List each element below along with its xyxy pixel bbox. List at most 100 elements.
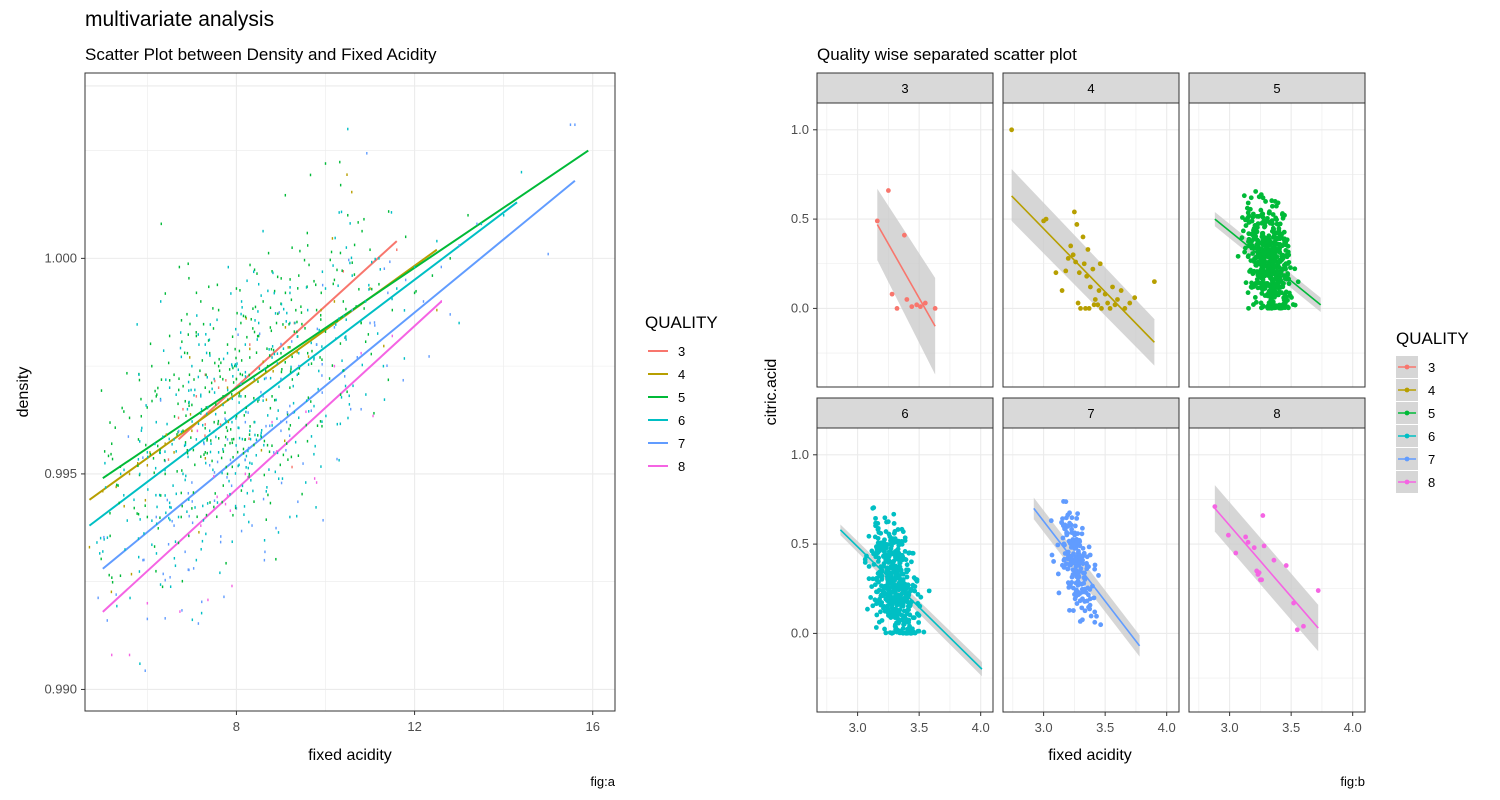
data-point-q7 [476,222,478,226]
data-point-q3 [291,465,293,469]
data-point [1270,212,1276,217]
data-point-q5 [184,399,186,403]
data-point [1077,581,1083,587]
data-point [904,297,910,302]
data-point-q5 [137,438,140,441]
data-point-q6 [379,268,381,271]
data-point [1256,280,1262,286]
data-point-q6 [237,464,239,468]
data-point-q6 [185,474,187,478]
data-point-q6 [179,346,182,350]
data-point-q5 [183,351,186,355]
data-point-q6 [155,493,157,497]
data-point [883,545,889,550]
data-point-q5 [118,501,120,505]
data-point-q6 [154,466,157,470]
data-point [906,617,912,623]
data-point-q6 [151,519,153,522]
data-point [1080,234,1086,240]
data-point-q5 [159,516,161,520]
data-point-q6 [341,359,343,363]
data-point-q5 [206,439,208,442]
data-point [1092,566,1098,572]
data-point-q4 [307,355,310,358]
data-point-q6 [133,498,135,502]
data-point [1075,511,1080,517]
data-point-q6 [173,556,176,560]
data-point-q5 [144,504,146,508]
data-point-q4 [191,429,193,433]
data-point [1284,294,1289,300]
data-point [1088,613,1094,619]
x-tick-label: 12 [407,719,421,734]
data-point-q6 [158,493,161,497]
data-point [1092,619,1098,625]
data-point-q5 [100,389,103,392]
data-point-q6 [155,420,157,424]
data-point-q5 [155,569,157,573]
data-point-q5 [339,342,342,345]
data-point [1271,557,1277,563]
data-point [1260,284,1266,289]
data-point-q6 [313,404,315,408]
data-point [905,582,911,588]
data-point-q5 [180,515,182,519]
data-point-q7 [197,622,200,625]
data-point-q5 [238,349,241,353]
data-point-q4 [146,463,149,467]
data-point [1074,539,1080,545]
data-point-q6 [368,283,370,287]
data-point-q7 [269,424,271,428]
data-point [1260,260,1266,266]
data-point-q6 [249,461,251,465]
data-point-q7 [315,343,318,346]
data-point-q5 [413,291,416,295]
data-point-q6 [257,310,259,313]
data-point-q6 [256,338,258,341]
data-point-q5 [138,378,141,382]
data-point-q5 [282,323,284,326]
data-point-q5 [176,470,178,473]
data-point-q5 [306,231,309,235]
data-point-q6 [520,170,523,174]
data-point-q6 [343,314,345,318]
data-point [1269,278,1275,284]
data-point [1276,228,1282,234]
data-point [1295,279,1301,285]
data-point [892,566,898,572]
data-point-q6 [276,362,279,365]
data-point [1253,189,1259,194]
data-point-q8 [275,450,278,453]
data-point-q5 [319,420,322,423]
data-point [904,562,910,568]
data-point [1066,585,1072,590]
data-point-q5 [300,305,302,309]
data-point-q7 [349,407,352,411]
data-point [889,559,895,565]
data-point-q6 [129,596,131,600]
data-point-q6 [197,375,200,379]
data-point [868,595,874,600]
data-point-q7 [351,308,353,312]
data-point-q5 [271,269,273,273]
data-point-q5 [364,340,367,344]
data-point-q4 [249,347,251,351]
data-point-q6 [267,289,269,293]
data-point-q6 [201,539,204,543]
data-point [1077,591,1083,596]
data-point [1065,555,1071,561]
data-point-q5 [235,287,238,290]
data-point-q7 [106,619,108,622]
data-point [922,300,928,306]
data-point-q5 [186,448,188,452]
data-point-q5 [284,291,287,295]
data-point-q6 [195,438,198,441]
data-point-q4 [189,413,192,416]
data-point-q6 [253,377,255,381]
data-point [1269,203,1275,209]
data-point-q5 [329,258,331,262]
data-point-q6 [338,317,340,321]
data-point-q6 [238,401,240,404]
data-point-q6 [234,472,237,475]
data-point-q7 [285,448,287,452]
